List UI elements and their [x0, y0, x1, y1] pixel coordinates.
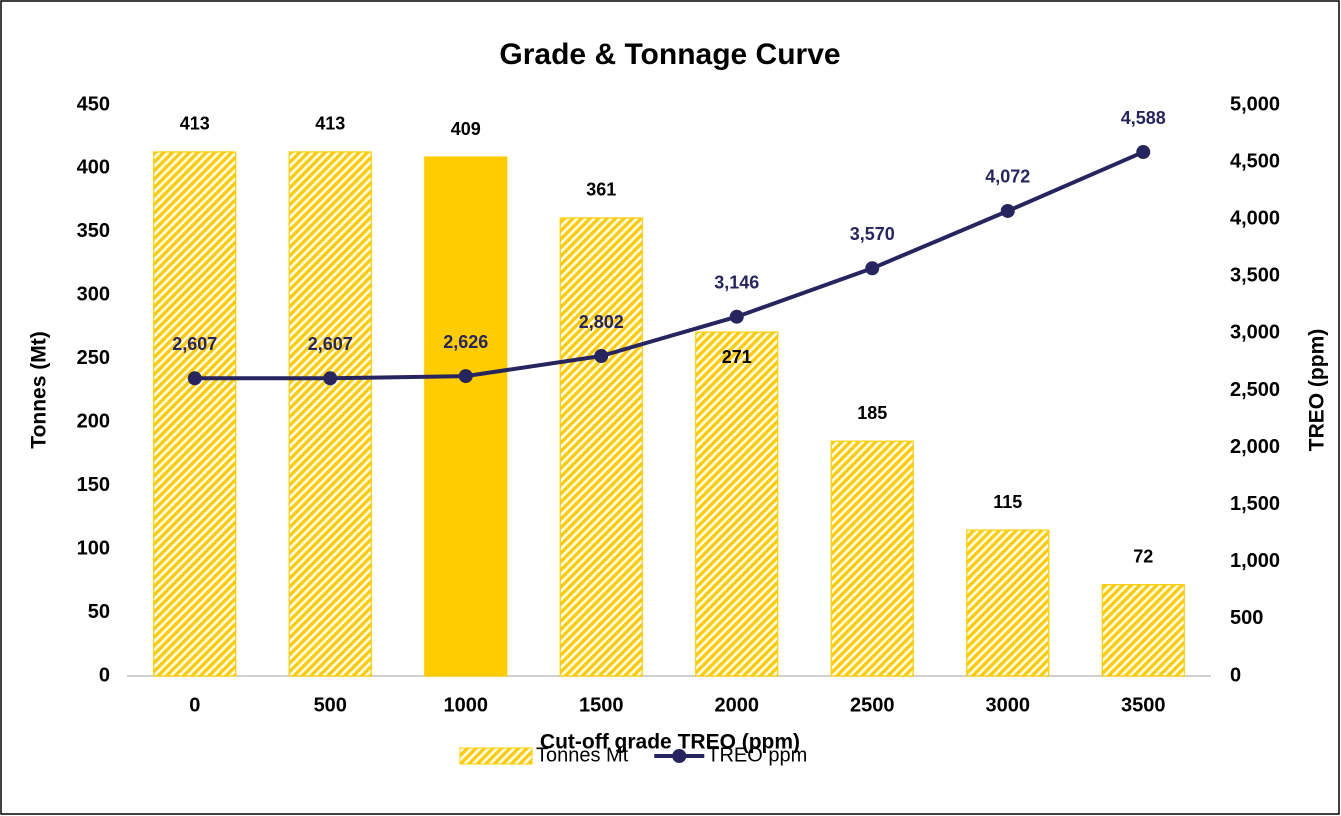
bar: [830, 440, 914, 677]
y-tick-label: 450: [77, 93, 110, 115]
line-point: [1136, 145, 1151, 160]
line-value-label: 2,802: [579, 312, 624, 332]
line: [194, 150, 1145, 381]
legend-label: Tonnes Mt: [536, 744, 629, 766]
line-value-label: 4,072: [985, 167, 1030, 187]
bar: [153, 151, 237, 677]
bar-value-label: 413: [315, 114, 345, 134]
y2-tick-label: 0: [1230, 664, 1241, 686]
line-point: [594, 349, 609, 364]
x-tick-label: 3500: [1121, 694, 1166, 716]
line-value-label: 4,588: [1121, 108, 1166, 128]
line-point: [458, 369, 473, 384]
line-value-label: 2,607: [308, 334, 353, 354]
x-tick-label: 3000: [986, 694, 1031, 716]
bar: [559, 217, 643, 677]
bar: [966, 529, 1050, 677]
bar-value-label: 413: [180, 114, 210, 134]
y-tick-label: 150: [77, 474, 110, 496]
y2-tick-label: 2,500: [1230, 379, 1280, 401]
bar: [1101, 584, 1185, 677]
bar: [288, 151, 372, 677]
y2-tick-label: 1,000: [1230, 550, 1280, 572]
bar-value-label: 115: [993, 492, 1022, 512]
y2-axis-title: TREO (ppm): [1306, 329, 1329, 451]
y2-tick-label: 500: [1230, 607, 1263, 629]
legend-swatch-dot: [672, 749, 687, 763]
x-tick-label: 1500: [579, 694, 624, 716]
y2-tick-label: 4,000: [1230, 207, 1280, 229]
y2-tick-label: 3,500: [1230, 265, 1280, 287]
y2-tick-label: 3,000: [1230, 322, 1280, 344]
bar-value-label: 271: [722, 347, 752, 367]
bar-value-label: 72: [1133, 546, 1153, 566]
chart-title: Grade & Tonnage Curve: [499, 38, 840, 71]
y-tick-label: 100: [77, 537, 110, 559]
bar-value-label: 361: [586, 180, 616, 200]
y2-tick-label: 4,500: [1230, 150, 1280, 172]
x-tick-label: 0: [189, 694, 200, 716]
line-point: [865, 261, 880, 276]
line-point: [187, 371, 202, 386]
legend-swatch: [459, 747, 533, 765]
x-tick-label: 500: [314, 694, 347, 716]
legend-label: TREO ppm: [707, 744, 807, 766]
x-tick-label: 1000: [444, 694, 489, 716]
bar: [424, 156, 508, 677]
y2-tick-label: 5,000: [1230, 93, 1280, 115]
line-point: [729, 309, 744, 324]
bar: [695, 331, 779, 677]
line-value-label: 2,626: [443, 332, 488, 352]
y-axis-title: Tonnes (Mt): [28, 331, 51, 448]
y-tick-label: 200: [77, 411, 110, 433]
line-value-label: 2,607: [172, 334, 217, 354]
bar-value-label: 185: [857, 403, 887, 423]
y2-tick-label: 1,500: [1230, 493, 1280, 515]
line-value-label: 3,146: [714, 272, 759, 292]
y-tick-label: 350: [77, 220, 110, 242]
y2-tick-label: 2,000: [1230, 436, 1280, 458]
line-point: [323, 371, 338, 386]
y-tick-label: 400: [77, 157, 110, 179]
y-tick-label: 250: [77, 347, 110, 369]
x-tick-label: 2000: [715, 694, 760, 716]
x-tick-label: 2500: [850, 694, 895, 716]
x-axis-title: Cut-off grade TREO (ppm): [540, 731, 800, 754]
y-tick-label: 0: [99, 664, 110, 686]
bar-value-label: 409: [451, 119, 481, 139]
line-value-label: 3,570: [850, 224, 895, 244]
line-point: [1000, 203, 1015, 218]
y-tick-label: 50: [88, 601, 110, 623]
y-tick-label: 300: [77, 284, 110, 306]
